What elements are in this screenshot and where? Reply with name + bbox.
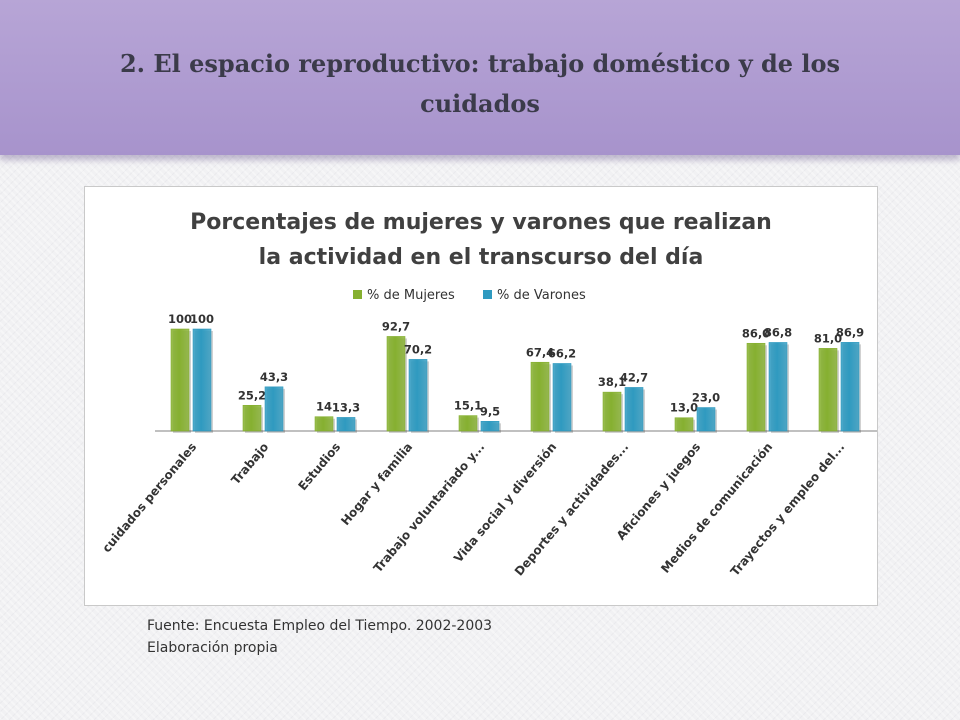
bar-varones bbox=[480, 421, 500, 432]
category-label: Trabajo bbox=[228, 440, 271, 487]
bar-mujeres bbox=[458, 415, 478, 432]
data-label: 25,2 bbox=[238, 388, 266, 402]
data-label: 38,1 bbox=[598, 375, 626, 389]
data-label: 13,3 bbox=[332, 400, 360, 414]
category-label: Aficiones y juegos bbox=[614, 440, 703, 543]
data-label: 100 bbox=[190, 312, 214, 326]
bar-varones bbox=[768, 342, 788, 432]
legend-label: % de Varones bbox=[497, 288, 586, 303]
legend-swatch bbox=[483, 290, 492, 299]
bar-varones bbox=[264, 386, 284, 432]
category-label: Hogar y familia bbox=[338, 440, 415, 528]
chart-title-line: Porcentajes de mujeres y varones que rea… bbox=[190, 210, 772, 235]
bar-chart: Porcentajes de mujeres y varones que rea… bbox=[99, 210, 877, 579]
bar-varones bbox=[624, 387, 644, 432]
chart-panel: Porcentajes de mujeres y varones que rea… bbox=[84, 186, 878, 606]
bar-varones bbox=[840, 342, 860, 432]
bar-mujeres bbox=[746, 342, 766, 432]
data-label: 67,4 bbox=[526, 345, 554, 359]
bar-mujeres bbox=[314, 416, 334, 432]
legend-swatch bbox=[353, 290, 362, 299]
data-label: 15,1 bbox=[454, 399, 482, 413]
bar-mujeres bbox=[530, 361, 550, 432]
bar-mujeres bbox=[674, 417, 694, 432]
bar-varones bbox=[192, 328, 212, 432]
bar-mujeres bbox=[818, 348, 838, 432]
bar-mujeres bbox=[170, 328, 190, 432]
bar-varones bbox=[696, 407, 716, 432]
data-label: 9,5 bbox=[480, 404, 500, 418]
data-label: 43,3 bbox=[260, 370, 288, 384]
category-label: cuidados personales bbox=[99, 440, 199, 555]
author-line: Elaboración propia bbox=[147, 640, 278, 656]
source-notes: Fuente: Encuesta Empleo del Tiempo. 2002… bbox=[147, 615, 492, 659]
bar-varones bbox=[336, 417, 356, 432]
bar-mujeres bbox=[386, 336, 406, 432]
data-label: 70,2 bbox=[404, 342, 432, 356]
data-label: 23,0 bbox=[692, 391, 720, 405]
data-label: 92,7 bbox=[382, 319, 410, 333]
data-label: 13,0 bbox=[670, 401, 698, 415]
legend-label: % de Mujeres bbox=[367, 288, 455, 303]
bar-varones bbox=[552, 363, 572, 432]
source-line: Fuente: Encuesta Empleo del Tiempo. 2002… bbox=[147, 618, 493, 634]
data-label: 42,7 bbox=[620, 370, 648, 384]
data-label: 86,9 bbox=[836, 325, 864, 339]
bar-mujeres bbox=[242, 404, 262, 432]
category-label: Estudios bbox=[295, 440, 343, 493]
data-label: 66,2 bbox=[548, 346, 576, 360]
category-label: Deportes y actividades... bbox=[512, 440, 632, 579]
bar-varones bbox=[408, 359, 428, 432]
data-label: 14 bbox=[316, 400, 332, 414]
chart-title-line: la actividad en el transcurso del día bbox=[259, 245, 704, 270]
slide-title: 2. El espacio reproductivo: trabajo domé… bbox=[119, 49, 841, 118]
category-label: Trayectos y empleo del... bbox=[728, 440, 848, 579]
data-label: 86,0 bbox=[742, 326, 770, 340]
data-label: 86,8 bbox=[764, 325, 792, 339]
data-label: 81,0 bbox=[814, 331, 842, 345]
header-band bbox=[0, 0, 960, 155]
bar-mujeres bbox=[602, 391, 622, 432]
data-label: 100 bbox=[168, 312, 192, 326]
